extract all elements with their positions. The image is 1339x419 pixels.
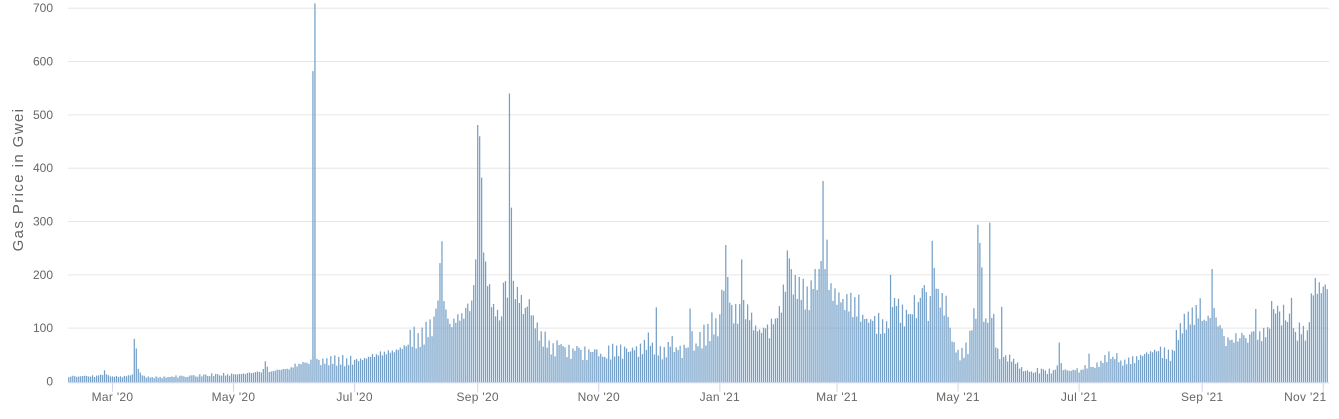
svg-text:Nov '21: Nov '21 [1284,390,1326,404]
svg-text:Mar '20: Mar '20 [92,390,134,404]
svg-text:700: 700 [33,1,53,15]
svg-text:Sep '21: Sep '21 [1181,390,1223,404]
svg-text:0: 0 [46,375,53,389]
svg-text:200: 200 [33,268,53,282]
svg-text:Mar '21: Mar '21 [816,390,858,404]
svg-text:100: 100 [33,321,53,335]
svg-text:Jul '20: Jul '20 [336,390,372,404]
svg-text:Gas Price in Gwei: Gas Price in Gwei [10,108,27,252]
svg-text:500: 500 [33,108,53,122]
svg-text:Nov '20: Nov '20 [578,390,620,404]
svg-text:300: 300 [33,215,53,229]
svg-text:May '20: May '20 [212,390,256,404]
svg-text:Sep '20: Sep '20 [456,390,498,404]
svg-text:Jan '21: Jan '21 [700,390,740,404]
svg-text:400: 400 [33,161,53,175]
svg-text:600: 600 [33,55,53,69]
svg-text:May '21: May '21 [936,390,980,404]
svg-text:Jul '21: Jul '21 [1061,390,1097,404]
